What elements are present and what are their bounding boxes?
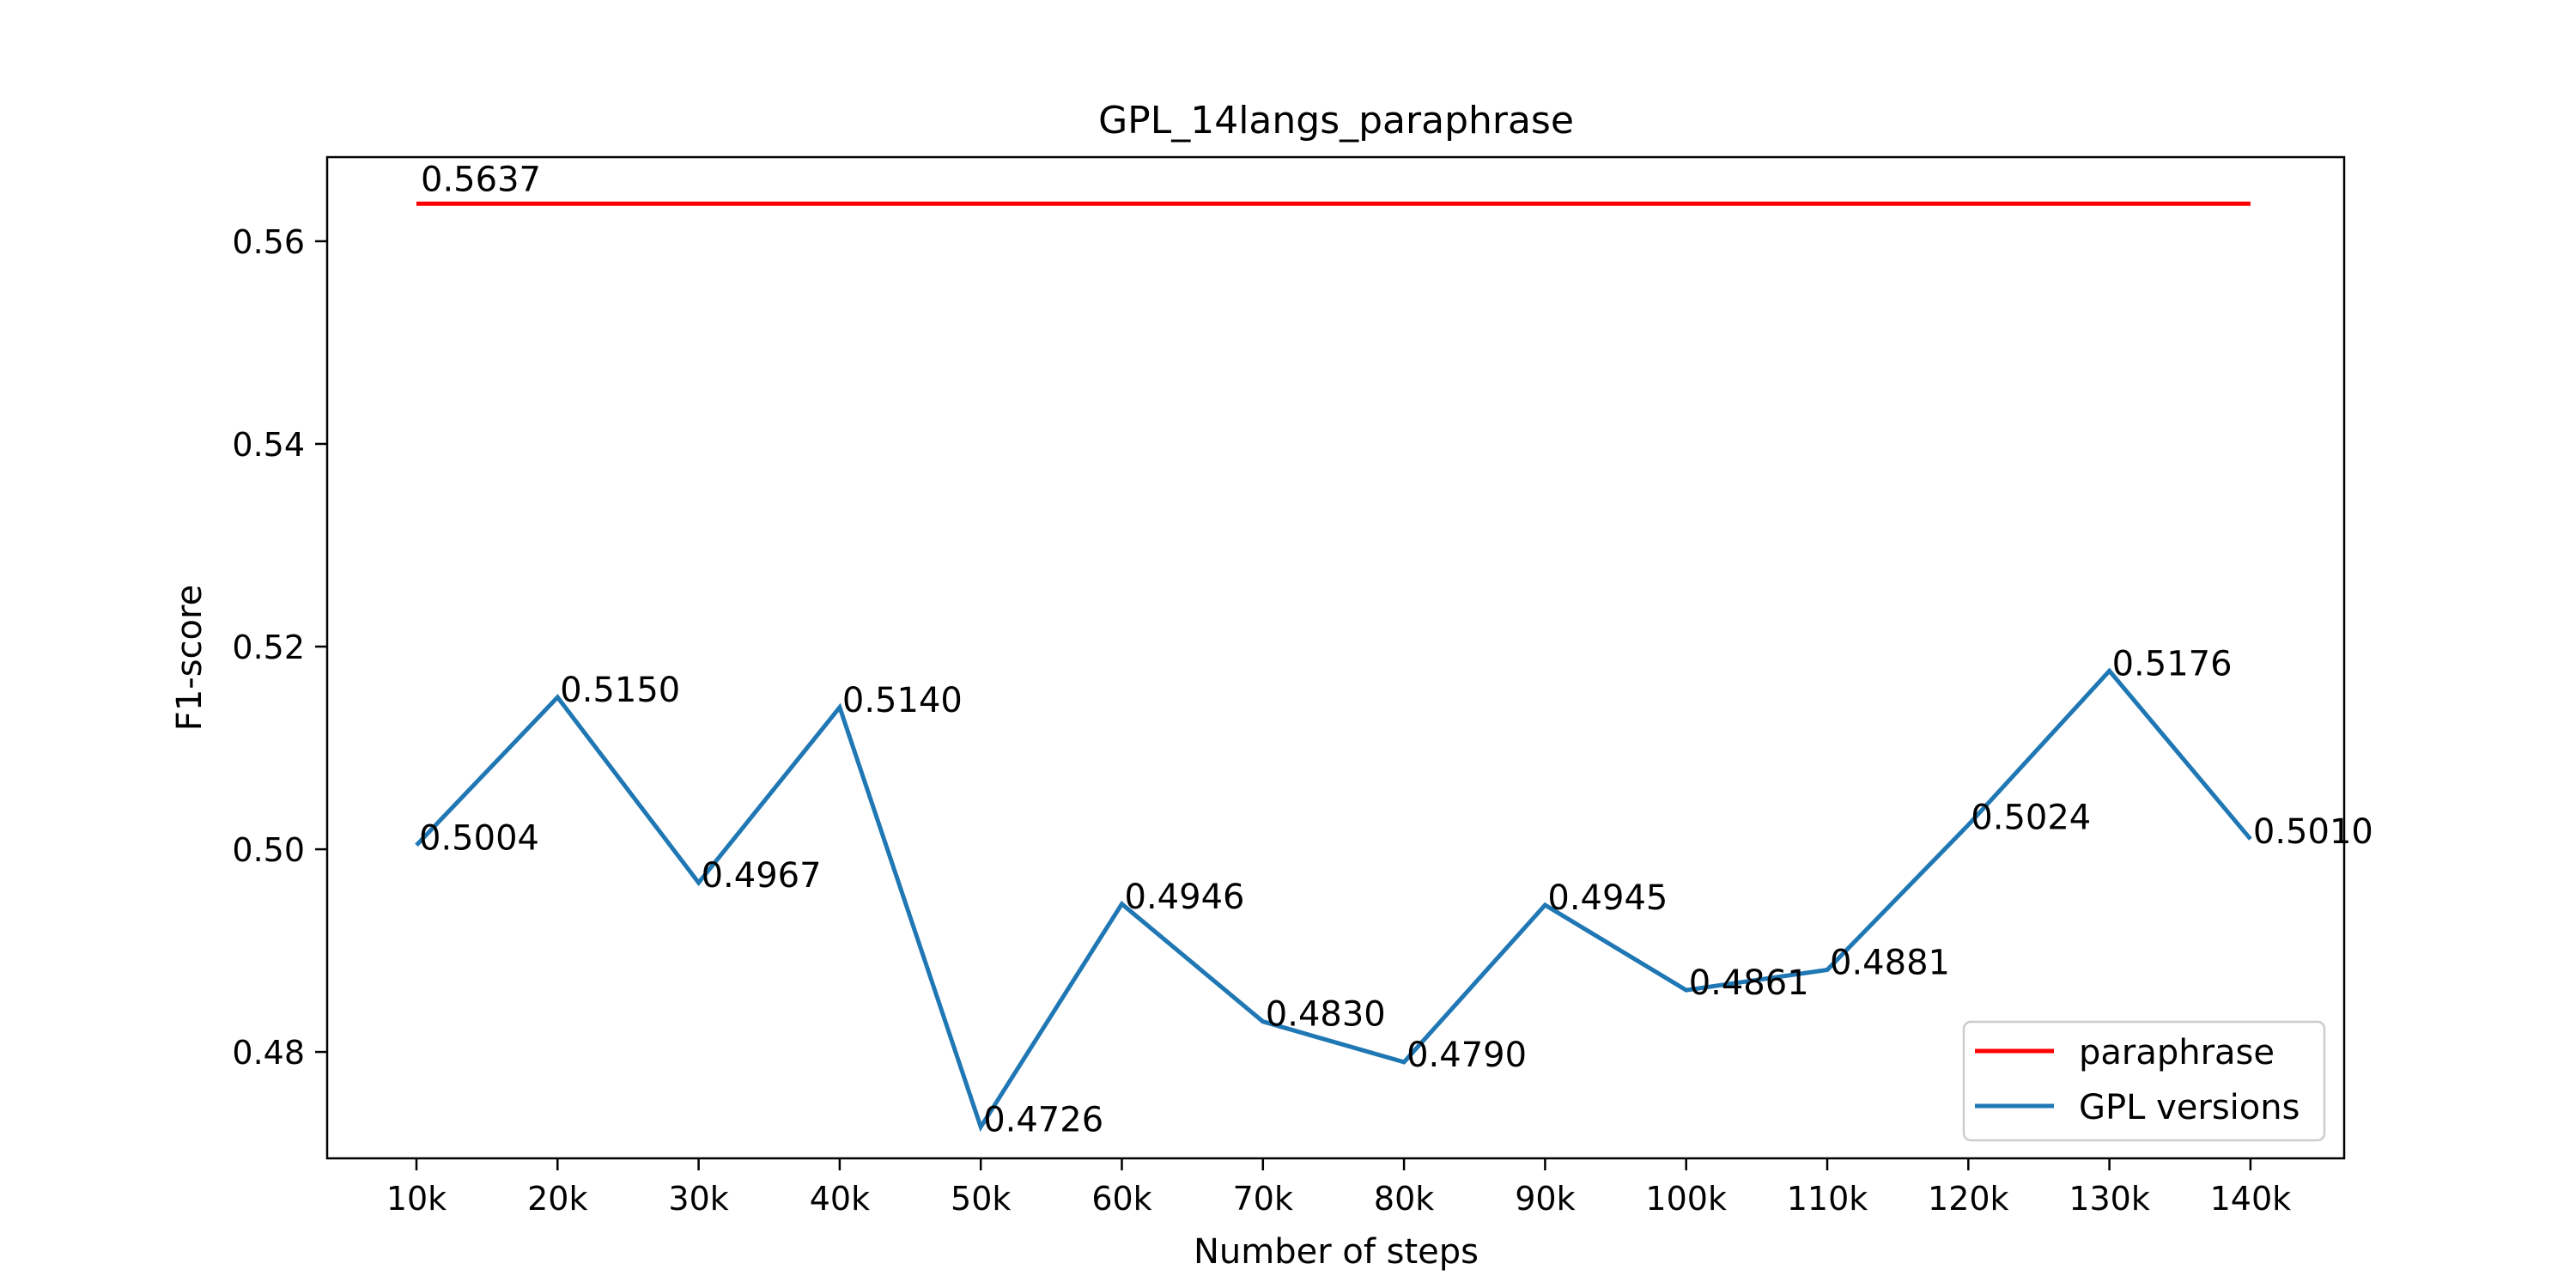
x-tick-label: 110k bbox=[1787, 1180, 1868, 1218]
x-tick-label: 140k bbox=[2210, 1180, 2292, 1218]
x-tick-label: 90k bbox=[1515, 1180, 1575, 1218]
x-tick-label: 40k bbox=[810, 1180, 870, 1218]
data-label-gpl-versions: 0.4861 bbox=[1689, 963, 1809, 1003]
data-label-gpl-versions: 0.5176 bbox=[2112, 644, 2233, 683]
y-tick-label: 0.48 bbox=[232, 1034, 305, 1072]
x-axis-label: Number of steps bbox=[1194, 1232, 1479, 1272]
x-tick-label: 20k bbox=[527, 1180, 587, 1218]
data-label-gpl-versions: 0.5024 bbox=[1971, 799, 2091, 838]
x-tick-label: 120k bbox=[1928, 1180, 2009, 1218]
series-line-gpl-versions bbox=[415, 667, 2252, 1133]
x-tick-label: 100k bbox=[1645, 1180, 1727, 1218]
x-axis: 10k 20k 30k 40k 50k 60k 70k 80k 90k 100k 110k 120k 1… bbox=[386, 1158, 2291, 1218]
plot-content: 0.5637 0.5004 0.5150 0.4967 0.5140 0.4726 0.49… bbox=[415, 160, 2373, 1139]
x-tick-label: 30k bbox=[668, 1180, 728, 1218]
data-label-gpl-versions: 0.4881 bbox=[1830, 943, 1950, 982]
x-tick-label: 80k bbox=[1374, 1180, 1434, 1218]
data-label-gpl-versions: 0.4726 bbox=[983, 1100, 1103, 1139]
x-tick-label: 50k bbox=[951, 1180, 1011, 1218]
data-label-paraphrase: 0.5637 bbox=[421, 160, 541, 199]
legend: paraphrase GPL versions bbox=[1962, 1020, 2326, 1142]
data-label-gpl-versions: 0.5004 bbox=[419, 818, 539, 858]
y-tick-label: 0.56 bbox=[232, 223, 305, 261]
y-tick-label: 0.52 bbox=[232, 629, 305, 666]
data-label-gpl-versions: 0.4967 bbox=[702, 856, 822, 896]
x-tick-label: 70k bbox=[1233, 1180, 1293, 1218]
legend-label-paraphrase: paraphrase bbox=[2079, 1033, 2275, 1072]
data-label-gpl-versions: 0.4946 bbox=[1125, 878, 1245, 917]
data-label-gpl-versions: 0.5010 bbox=[2253, 812, 2373, 852]
x-tick-label: 10k bbox=[386, 1180, 447, 1218]
y-tick-label: 0.54 bbox=[232, 426, 305, 464]
legend-label-gpl-versions: GPL versions bbox=[2079, 1088, 2300, 1127]
data-label-gpl-versions: 0.5140 bbox=[842, 681, 963, 720]
x-tick-label: 60k bbox=[1091, 1180, 1151, 1218]
x-tick-label: 130k bbox=[2069, 1180, 2150, 1218]
chart-title: GPL_14langs_paraphrase bbox=[1098, 99, 1574, 143]
y-axis: 0.48 0.50 0.52 0.54 0.56 bbox=[232, 223, 327, 1072]
plot-frame bbox=[325, 155, 2346, 1160]
data-label-gpl-versions: 0.5150 bbox=[560, 671, 680, 710]
y-tick-label: 0.50 bbox=[232, 831, 305, 869]
data-label-gpl-versions: 0.4945 bbox=[1547, 878, 1668, 918]
data-label-gpl-versions: 0.4790 bbox=[1406, 1036, 1527, 1075]
data-label-gpl-versions: 0.4830 bbox=[1266, 995, 1386, 1035]
y-axis-label: F1-score bbox=[170, 585, 210, 731]
